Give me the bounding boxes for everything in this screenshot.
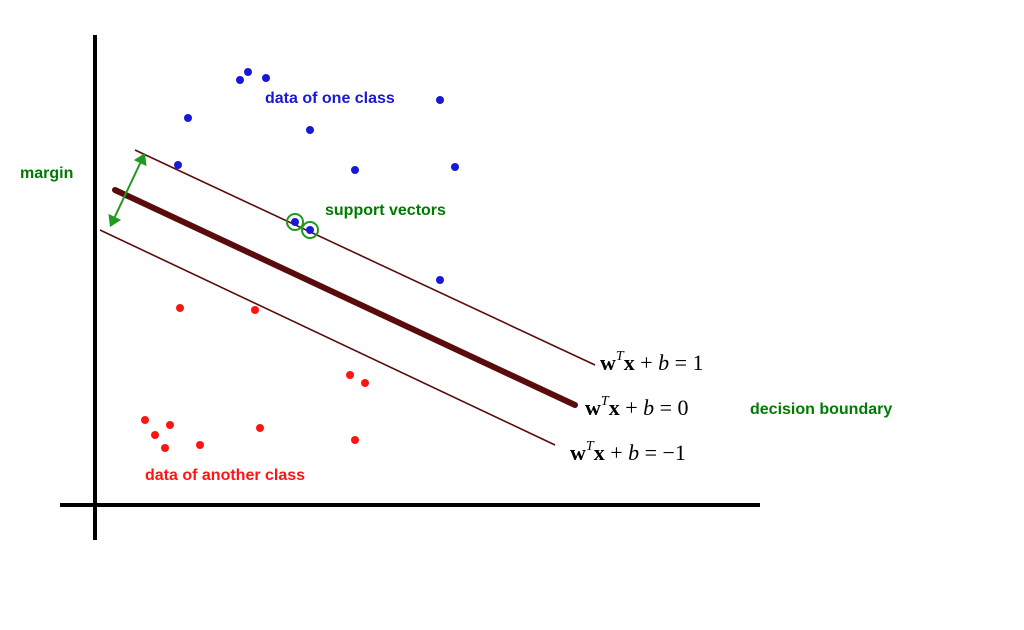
class-one-label: data of one class bbox=[265, 90, 395, 107]
data-point-blue bbox=[244, 68, 252, 76]
data-point-blue bbox=[236, 76, 244, 84]
data-point-blue bbox=[184, 114, 192, 122]
svm-diagram: margin data of one class support vectors da… bbox=[0, 0, 1024, 630]
data-point-blue bbox=[306, 226, 314, 234]
support-vectors-label: support vectors bbox=[325, 202, 446, 219]
equation-0: wTx + b = 1 bbox=[600, 349, 704, 375]
data-point-red bbox=[361, 379, 369, 387]
background bbox=[0, 0, 1024, 630]
data-point-red bbox=[176, 304, 184, 312]
data-point-blue bbox=[451, 163, 459, 171]
equation-1: wTx + b = 0 bbox=[585, 394, 689, 420]
data-point-red bbox=[166, 421, 174, 429]
data-point-red bbox=[141, 416, 149, 424]
decision-boundary-label: decision boundary bbox=[750, 401, 892, 418]
data-point-blue bbox=[436, 276, 444, 284]
data-point-blue bbox=[306, 126, 314, 134]
margin-label: margin bbox=[20, 165, 73, 182]
data-point-blue bbox=[351, 166, 359, 174]
data-point-red bbox=[251, 306, 259, 314]
data-point-red bbox=[346, 371, 354, 379]
data-point-blue bbox=[436, 96, 444, 104]
data-point-red bbox=[351, 436, 359, 444]
data-point-blue bbox=[174, 161, 182, 169]
data-point-red bbox=[256, 424, 264, 432]
data-point-red bbox=[196, 441, 204, 449]
data-point-blue bbox=[262, 74, 270, 82]
data-point-red bbox=[161, 444, 169, 452]
data-point-red bbox=[151, 431, 159, 439]
data-point-blue bbox=[291, 218, 299, 226]
class-other-label: data of another class bbox=[145, 467, 305, 484]
